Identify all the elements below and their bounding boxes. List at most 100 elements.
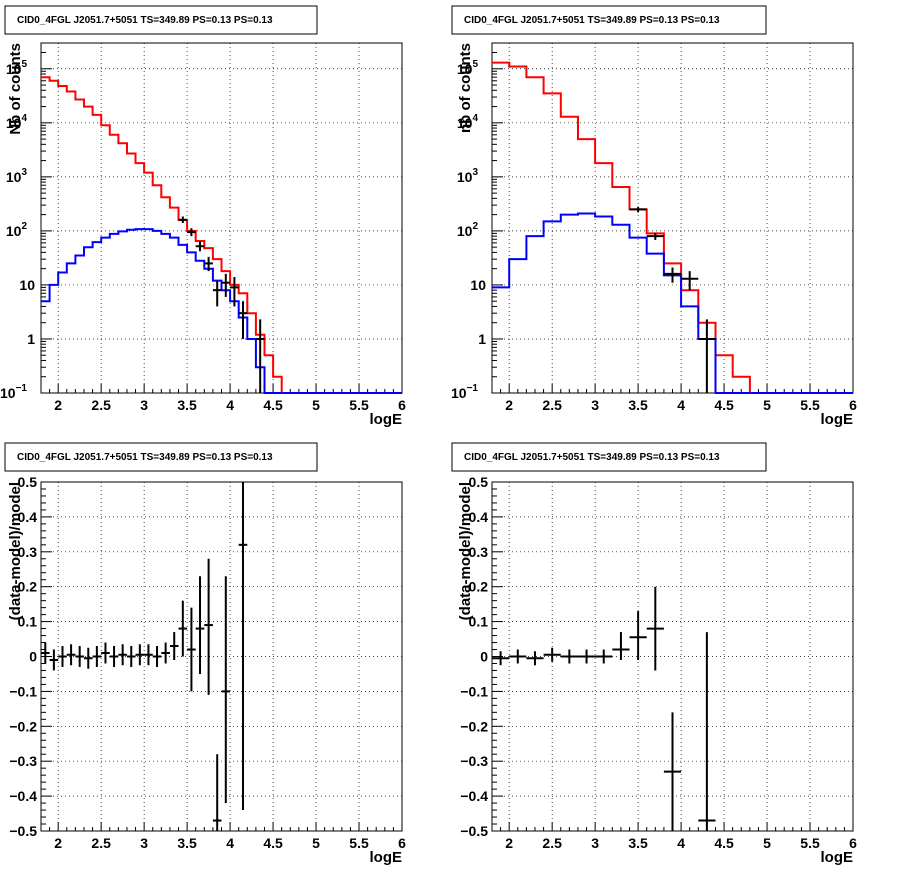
x-tick-label: 4 <box>677 397 685 413</box>
y-tick-label: 0.3 <box>18 544 38 560</box>
data-point <box>230 277 239 307</box>
x-tick-label: 2 <box>505 835 513 851</box>
y-tick-label: 0.4 <box>469 509 489 525</box>
data-point <box>681 271 699 291</box>
data-point <box>629 206 647 213</box>
x-tick-label: 5.5 <box>349 835 369 851</box>
x-tick-label: 3.5 <box>628 835 648 851</box>
x-tick-label: 6 <box>398 397 406 413</box>
data-point <box>492 651 510 666</box>
data-point <box>195 241 205 252</box>
data-point <box>238 301 248 339</box>
y-axis-label: nb of counts <box>457 43 474 133</box>
y-tick-label: −0.5 <box>9 823 37 839</box>
data-point <box>109 646 119 667</box>
data-point <box>663 712 682 831</box>
y-tick-label: −0.4 <box>9 788 37 804</box>
y-tick-label: −0.1 <box>460 683 488 699</box>
data-point <box>152 646 162 667</box>
data-point <box>92 646 102 667</box>
y-tick-label: 0.5 <box>18 474 38 490</box>
data-point <box>41 642 50 664</box>
data-point <box>595 649 613 664</box>
data-point <box>612 632 630 660</box>
y-axis-label: Nb of counts <box>7 43 24 135</box>
data-point <box>178 600 188 657</box>
plot-title: CID0_4FGL J2051.7+5051 TS=349.89 PS=0.13… <box>17 452 273 463</box>
x-tick-label: 6 <box>398 835 406 851</box>
data-point <box>187 607 196 692</box>
x-tick-label: 4 <box>226 397 234 413</box>
x-tick-label: 4.5 <box>714 397 734 413</box>
y-tick-label: −0.1 <box>9 683 37 699</box>
x-tick-label: 4 <box>677 835 685 851</box>
data-point <box>526 651 544 666</box>
x-tick-label: 5 <box>763 397 771 413</box>
x-tick-label: 2 <box>505 397 513 413</box>
plot-frame <box>40 42 403 394</box>
data-point <box>646 232 664 240</box>
data-point <box>509 649 527 664</box>
title-box <box>451 442 767 472</box>
x-tick-label: 3.5 <box>177 397 197 413</box>
x-tick-label: 4 <box>226 835 234 851</box>
data-point <box>629 611 647 660</box>
data-point <box>58 646 67 667</box>
x-axis-label: logE <box>821 411 854 428</box>
y-axis-label: (data-model)/model <box>7 482 24 620</box>
plot-panel-3: CID0_4FGL J2051.7+5051 TS=349.89 PS=0.13… <box>4 442 406 866</box>
data-point <box>212 754 222 831</box>
x-tick-label: 3 <box>140 397 148 413</box>
y-tick-label: 10−1 <box>0 383 27 401</box>
y-tick-label: −0.2 <box>9 718 37 734</box>
y-tick-label: 103 <box>457 167 479 185</box>
x-tick-label: 2 <box>54 835 62 851</box>
x-tick-label: 6 <box>849 397 857 413</box>
data-point <box>161 642 170 664</box>
data-point <box>75 646 84 667</box>
y-tick-label: −0.4 <box>460 788 488 804</box>
x-axis-label: logE <box>370 849 403 866</box>
x-tick-label: 5.5 <box>800 835 820 851</box>
data-point <box>543 647 561 662</box>
data-point <box>663 267 682 283</box>
x-axis-label: logE <box>370 411 403 428</box>
plot-panel-1: CID0_4FGL J2051.7+5051 TS=349.89 PS=0.13… <box>0 5 406 428</box>
title-box <box>4 442 318 472</box>
x-tick-label: 3 <box>591 835 599 851</box>
title-box <box>4 5 318 35</box>
data-point <box>135 644 145 666</box>
histogram-series-2 <box>492 212 853 394</box>
data-point <box>698 319 716 393</box>
data-point <box>698 632 716 831</box>
y-tick-label: 10 <box>470 277 486 293</box>
plot-frame <box>491 42 854 394</box>
x-tick-label: 2.5 <box>91 835 111 851</box>
plot-title: CID0_4FGL J2051.7+5051 TS=349.89 PS=0.13… <box>17 15 273 26</box>
plot-panel-2: CID0_4FGL J2051.7+5051 TS=349.89 PS=0.13… <box>451 5 857 428</box>
y-tick-label: 0.3 <box>469 544 489 560</box>
data-point <box>204 558 213 695</box>
x-tick-label: 5.5 <box>349 397 369 413</box>
y-tick-label: 0.5 <box>469 474 489 490</box>
data-point <box>66 644 76 666</box>
y-tick-label: −0.5 <box>460 823 488 839</box>
y-tick-label: 0.4 <box>18 509 38 525</box>
x-tick-label: 2.5 <box>91 397 111 413</box>
data-point <box>178 216 188 223</box>
y-tick-label: 0 <box>29 649 37 665</box>
y-tick-label: 10 <box>19 277 35 293</box>
plot-title: CID0_4FGL J2051.7+5051 TS=349.89 PS=0.13… <box>464 452 720 463</box>
histogram-series-1 <box>41 76 402 394</box>
x-tick-label: 5.5 <box>800 397 820 413</box>
x-tick-label: 4.5 <box>714 835 734 851</box>
y-tick-label: 0 <box>480 649 488 665</box>
y-tick-label: −0.3 <box>460 753 488 769</box>
y-tick-label: 103 <box>6 167 28 185</box>
data-point <box>238 482 248 811</box>
x-tick-label: 3 <box>591 397 599 413</box>
x-tick-label: 6 <box>849 835 857 851</box>
data-point <box>144 644 153 666</box>
data-point <box>204 256 213 272</box>
